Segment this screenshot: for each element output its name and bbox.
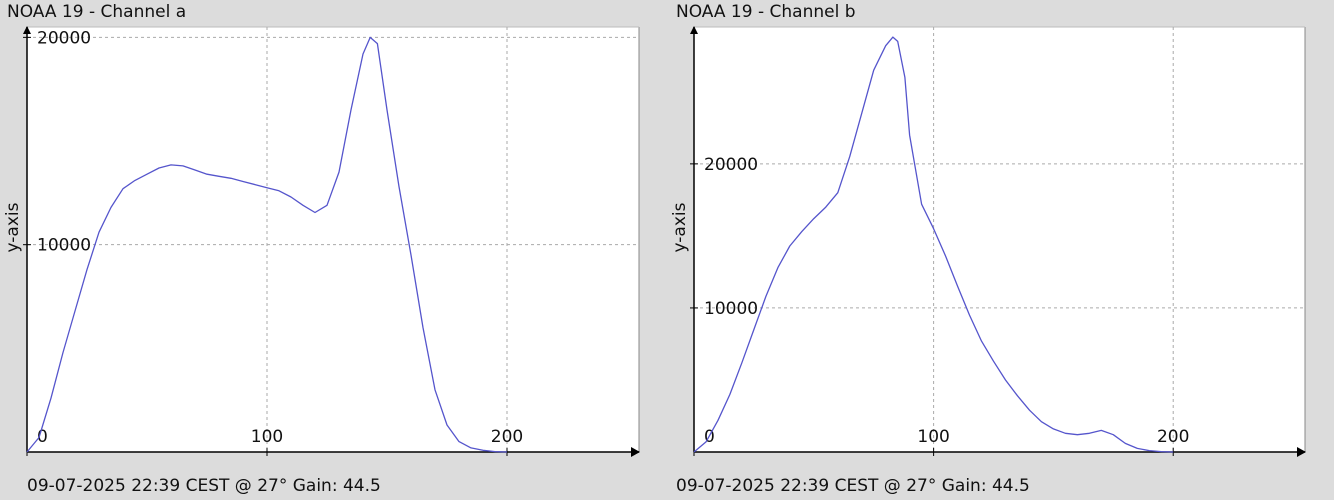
panel-b-footer: 09-07-2025 22:39 CEST @ 27° Gain: 44.5 [676, 476, 1030, 496]
chart-a-y-axis-label: y-axis [3, 202, 23, 252]
panel-a-title: NOAA 19 - Channel a [7, 2, 187, 22]
chart-b-xtick-label-200: 200 [1157, 427, 1189, 447]
panel-b-title: NOAA 19 - Channel b [676, 2, 856, 22]
chart-b-ytick-label-20000: 20000 [704, 155, 758, 175]
chart-a-ytick-label-20000: 20000 [37, 28, 91, 48]
chart-a-y-arrow [23, 26, 31, 34]
chart-a-xtick-label-0: 0 [37, 427, 48, 447]
chart-b-y-axis-label: y-axis [670, 202, 690, 252]
chart-b-x-arrow [1297, 447, 1306, 457]
panel-a-footer: 09-07-2025 22:39 CEST @ 27° Gain: 44.5 [27, 476, 381, 496]
chart-a-x-arrow [631, 447, 640, 457]
chart-b-xtick-label-100: 100 [917, 427, 949, 447]
chart-b-y-arrow [690, 26, 698, 34]
chart-a-xtick-label-200: 200 [491, 427, 523, 447]
chart-b-plot-area [694, 27, 1305, 452]
chart-a-series-line-0 [26, 36, 508, 453]
chart-a-xtick-label-100: 100 [251, 427, 283, 447]
chart-b-ytick-label-10000: 10000 [704, 299, 758, 319]
chart-b-series-line-0 [693, 36, 1174, 453]
chart-a-ytick-label-10000: 10000 [37, 236, 91, 256]
chart-a-plot-area [27, 27, 639, 452]
